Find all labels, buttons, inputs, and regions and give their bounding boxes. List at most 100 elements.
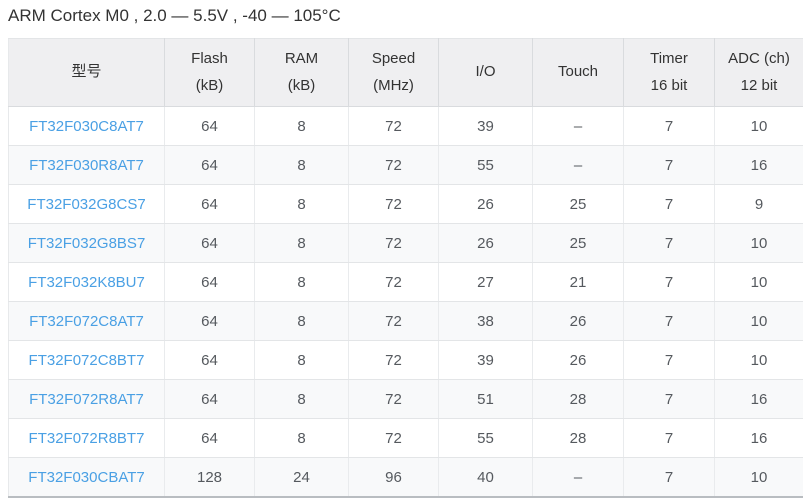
- column-header-line: 16 bit: [650, 76, 688, 94]
- cell-adc: 10: [714, 223, 803, 263]
- cell-timer: 7: [623, 457, 715, 498]
- cell-speed: 72: [348, 418, 439, 458]
- cell-model: FT32F030CBAT7: [8, 457, 165, 498]
- column-header-line: RAM: [284, 50, 319, 68]
- cell-flash: 64: [164, 106, 255, 146]
- cell-model: FT32F030R8AT7: [8, 145, 165, 185]
- page-title: ARM Cortex M0 , 2.0 — 5.5V , -40 — 105°C: [8, 6, 341, 25]
- column-header-line: Flash: [191, 50, 228, 68]
- cell-adc: 10: [714, 301, 803, 341]
- table-row: FT32F030R8AT7 64 8 72 55–7 16: [8, 145, 803, 185]
- cell-ram: 8: [254, 262, 349, 302]
- cell-timer: 7: [623, 301, 715, 341]
- column-header-io: I/O: [438, 38, 533, 107]
- cell-model: FT32F032G8BS7: [8, 223, 165, 263]
- cell-flash: 64: [164, 262, 255, 302]
- cell-touch: –: [532, 457, 624, 498]
- cell-io: 51: [438, 379, 533, 419]
- cell-speed: 72: [348, 301, 439, 341]
- cell-io: 39: [438, 340, 533, 380]
- cell-touch: 25: [532, 223, 624, 263]
- model-link[interactable]: FT32F032G8CS7: [27, 195, 146, 213]
- cell-model: FT32F072C8AT7: [8, 301, 165, 341]
- cell-timer: 7: [623, 145, 715, 185]
- cell-ram: 8: [254, 106, 349, 146]
- cell-ram: 24: [254, 457, 349, 498]
- cell-adc: 16: [714, 418, 803, 458]
- cell-flash: 128: [164, 457, 255, 498]
- mcu-spec-table: 型号 Flash (kB) RAM (kB) Speed (MHz) I/O Touch Time…: [8, 38, 803, 498]
- cell-touch: 25: [532, 184, 624, 224]
- cell-ram: 8: [254, 301, 349, 341]
- cell-model: FT32F072R8AT7: [8, 379, 165, 419]
- column-header-line: (kB): [195, 76, 224, 94]
- model-link[interactable]: FT32F032K8BU7: [28, 273, 145, 291]
- cell-timer: 7: [623, 379, 715, 419]
- column-header-line: I/O: [475, 63, 496, 81]
- column-header-timer: Timer 16 bit: [623, 38, 715, 107]
- model-link[interactable]: FT32F030R8AT7: [29, 156, 144, 174]
- cell-io: 38: [438, 301, 533, 341]
- cell-touch: –: [532, 106, 624, 146]
- column-header-line: Touch: [557, 63, 599, 81]
- cell-model: FT32F030C8AT7: [8, 106, 165, 146]
- cell-touch: 26: [532, 340, 624, 380]
- model-link[interactable]: FT32F072C8BT7: [28, 351, 145, 369]
- cell-speed: 72: [348, 340, 439, 380]
- cell-timer: 7: [623, 262, 715, 302]
- cell-io: 55: [438, 418, 533, 458]
- column-header-model: 型号: [8, 38, 165, 107]
- table-row: FT32F032K8BU7 64 8 72 27 21 7 10: [8, 262, 803, 302]
- column-header-flash: Flash (kB): [164, 38, 255, 107]
- cell-model: FT32F032K8BU7: [8, 262, 165, 302]
- model-link[interactable]: FT32F032G8BS7: [27, 234, 146, 252]
- cell-io: 27: [438, 262, 533, 302]
- cell-ram: 8: [254, 418, 349, 458]
- column-header-line: (kB): [287, 76, 316, 94]
- table-row: FT32F072R8BT7 64 8 72 55 28 7 16: [8, 418, 803, 458]
- table-row: FT32F030C8AT7 64 8 72 39–7 10: [8, 106, 803, 146]
- table-row: FT32F072C8AT7 64 8 72 38 26 7 10: [8, 301, 803, 341]
- header-row: 型号 Flash (kB) RAM (kB) Speed (MHz) I/O Touch Time…: [8, 38, 803, 107]
- cell-model: FT32F072R8BT7: [8, 418, 165, 458]
- cell-adc: 10: [714, 262, 803, 302]
- cell-model: FT32F072C8BT7: [8, 340, 165, 380]
- table-body: FT32F030C8AT7 64 8 72 39–7 10 FT32F030R8AT7 64 8…: [8, 106, 803, 498]
- model-link[interactable]: FT32F072C8AT7: [29, 312, 144, 330]
- cell-flash: 64: [164, 223, 255, 263]
- cell-touch: 28: [532, 379, 624, 419]
- model-link[interactable]: FT32F030C8AT7: [29, 117, 144, 135]
- column-header-adc: ADC (ch) 12 bit: [714, 38, 803, 107]
- cell-speed: 72: [348, 223, 439, 263]
- cell-adc: 10: [714, 340, 803, 380]
- cell-timer: 7: [623, 223, 715, 263]
- column-header-speed: Speed (MHz): [348, 38, 439, 107]
- cell-touch: 21: [532, 262, 624, 302]
- cell-io: 39: [438, 106, 533, 146]
- cell-speed: 72: [348, 145, 439, 185]
- model-link[interactable]: FT32F030CBAT7: [28, 468, 145, 486]
- cell-adc: 16: [714, 379, 803, 419]
- cell-speed: 72: [348, 379, 439, 419]
- column-header-line: Timer: [650, 50, 688, 68]
- cell-adc: 16: [714, 145, 803, 185]
- cell-speed: 72: [348, 184, 439, 224]
- cell-flash: 64: [164, 301, 255, 341]
- cell-timer: 7: [623, 340, 715, 380]
- cell-adc: 10: [714, 106, 803, 146]
- cell-ram: 8: [254, 145, 349, 185]
- cell-speed: 96: [348, 457, 439, 498]
- cell-io: 40: [438, 457, 533, 498]
- cell-flash: 64: [164, 145, 255, 185]
- cell-model: FT32F032G8CS7: [8, 184, 165, 224]
- cell-adc: 10: [714, 457, 803, 498]
- column-header-line: 12 bit: [740, 76, 778, 94]
- table-row: FT32F072R8AT7 64 8 72 51 28 7 16: [8, 379, 803, 419]
- column-header-line: Speed: [371, 50, 416, 68]
- model-link[interactable]: FT32F072R8BT7: [28, 429, 145, 447]
- cell-flash: 64: [164, 379, 255, 419]
- table-header: 型号 Flash (kB) RAM (kB) Speed (MHz) I/O Touch Time…: [8, 38, 803, 107]
- cell-io: 26: [438, 184, 533, 224]
- model-link[interactable]: FT32F072R8AT7: [29, 390, 144, 408]
